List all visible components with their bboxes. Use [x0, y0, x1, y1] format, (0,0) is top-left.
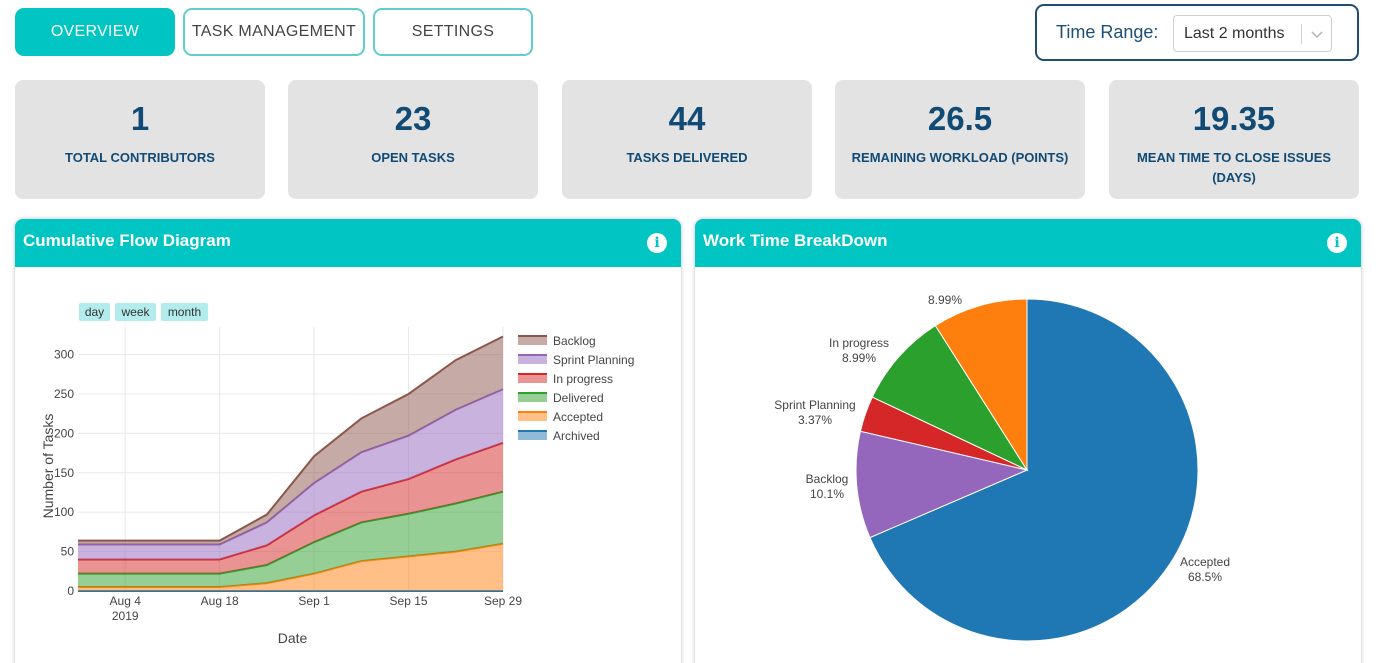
pie-slice-unlabeled[interactable]: [934, 298, 1028, 472]
legend-swatch[interactable]: [518, 355, 547, 364]
stat-card-remaining-workload: 26.5 REMAINING WORKLOAD (POINTS): [835, 80, 1085, 199]
pie-slice-backlog[interactable]: [855, 430, 1029, 539]
tab-overview[interactable]: OVERVIEW: [15, 8, 175, 56]
legend-swatch[interactable]: [518, 431, 547, 440]
y-tick-label: 0: [67, 584, 74, 598]
legend-swatch[interactable]: [518, 374, 547, 383]
panel-header: Work Time BreakDown i: [695, 219, 1361, 267]
chevron-down-icon[interactable]: [1308, 25, 1326, 43]
y-tick-label: 200: [54, 426, 74, 440]
x-tick-label: Aug 18: [201, 594, 239, 608]
area-in-progress: [78, 442, 503, 574]
stat-value: 1: [130, 100, 150, 137]
x-tick-label: Aug 4: [110, 594, 142, 608]
cfd-panel: Cumulative Flow Diagram i day week month 0 5…: [15, 219, 681, 663]
x-tick-label: Sep 1: [298, 594, 330, 608]
x-tick-label: Sep 29: [484, 594, 522, 608]
time-range-filter: Time Range: Last 2 months: [1035, 4, 1359, 61]
time-range-value: Last 2 months: [1184, 25, 1285, 42]
range-button-week[interactable]: week: [115, 303, 156, 321]
select-divider: [1301, 24, 1302, 44]
legend-label[interactable]: Accepted: [553, 410, 603, 424]
pie-label: In progress: [829, 336, 889, 350]
legend-item-delivered[interactable]: Delivered: [518, 391, 604, 405]
time-range-label: Time Range:: [1056, 22, 1159, 42]
y-tick-label: 100: [54, 505, 74, 519]
range-button-bg[interactable]: [161, 303, 208, 321]
x-tick-sublabel: 2019: [112, 609, 139, 623]
pie-label: Accepted: [1180, 555, 1230, 569]
pie-pct-label: 3.37%: [798, 413, 832, 427]
area-accepted: [78, 543, 503, 591]
pie-slice-in-progress[interactable]: [871, 324, 1029, 472]
pie-label: Backlog: [806, 472, 849, 486]
area-sprint-planning: [78, 389, 503, 560]
pie-pct-label: 8.99%: [842, 351, 876, 365]
stat-label: MEAN TIME TO CLOSE ISSUES (DAYS): [1136, 150, 1332, 185]
stat-card-mean-time-to-close: 19.35 MEAN TIME TO CLOSE ISSUES (DAYS): [1109, 80, 1359, 199]
range-button-label[interactable]: month: [168, 305, 201, 319]
stat-value: 23: [394, 100, 432, 137]
y-tick-label: 150: [54, 466, 74, 480]
time-range-select[interactable]: Last 2 months: [1173, 15, 1332, 52]
tab-settings[interactable]: SETTINGS: [373, 8, 533, 56]
range-button-label[interactable]: day: [85, 305, 104, 319]
range-button-month[interactable]: month: [161, 303, 208, 321]
stat-label: REMAINING WORKLOAD (POINTS): [851, 150, 1069, 165]
legend-item-accepted[interactable]: Accepted: [518, 410, 603, 424]
legend-label[interactable]: Sprint Planning: [553, 353, 634, 367]
stat-card-tasks-delivered: 44 TASKS DELIVERED: [562, 80, 812, 199]
line-backlog: [78, 335, 504, 542]
stat-value: 44: [668, 100, 706, 137]
legend-swatch[interactable]: [518, 412, 547, 421]
legend-label[interactable]: Archived: [553, 429, 600, 443]
stat-label: TOTAL CONTRIBUTORS: [65, 150, 215, 165]
stat-value: 19.35: [1192, 100, 1276, 137]
pie-slice-accepted[interactable]: [869, 298, 1199, 642]
stat-label: OPEN TASKS: [371, 150, 455, 165]
stat-card-open-tasks: 23 OPEN TASKS: [288, 80, 538, 199]
range-button-bg[interactable]: [115, 303, 156, 321]
tab-task-management[interactable]: TASK MANAGEMENT: [183, 8, 365, 56]
info-icon[interactable]: i: [1327, 233, 1347, 253]
pie-label: Sprint Planning: [774, 398, 855, 412]
range-button-bg[interactable]: [79, 303, 110, 321]
legend-item-backlog[interactable]: Backlog: [518, 334, 596, 348]
legend-swatch[interactable]: [518, 393, 547, 402]
pie-pct-label: 10.1%: [810, 487, 844, 501]
area-delivered: [78, 491, 503, 588]
pie-pct-label: 68.5%: [1188, 570, 1222, 584]
y-axis-title: Number of Tasks: [40, 414, 56, 519]
y-tick-label: 50: [61, 545, 75, 559]
legend-label[interactable]: Delivered: [553, 391, 604, 405]
stat-card-contributors: 1 TOTAL CONTRIBUTORS: [15, 80, 265, 199]
range-button-day[interactable]: day: [79, 303, 110, 321]
stat-label: TASKS DELIVERED: [626, 150, 748, 165]
panel-title: Cumulative Flow Diagram: [23, 231, 231, 250]
legend-item-sprint-planning[interactable]: Sprint Planning: [518, 353, 634, 367]
panel-header: Cumulative Flow Diagram i: [15, 219, 681, 267]
pie-pct-label: 8.99%: [928, 293, 962, 307]
x-axis-title: Date: [278, 630, 308, 646]
y-tick-label: 250: [54, 387, 74, 401]
legend-label[interactable]: In progress: [553, 372, 613, 386]
stat-value: 26.5: [927, 100, 993, 137]
legend-item-archived[interactable]: Archived: [518, 429, 600, 443]
work-time-panel: Work Time BreakDown i Accepted 68.5% Backl…: [695, 219, 1361, 663]
range-button-label[interactable]: week: [120, 305, 150, 319]
legend-item-in-progress[interactable]: In progress: [518, 372, 613, 386]
y-tick-label: 300: [54, 348, 74, 362]
x-tick-label: Sep 15: [390, 594, 428, 608]
info-icon[interactable]: i: [647, 233, 667, 253]
panel-title: Work Time BreakDown: [703, 231, 888, 250]
legend-label[interactable]: Backlog: [553, 334, 596, 348]
legend-swatch[interactable]: [518, 336, 547, 345]
